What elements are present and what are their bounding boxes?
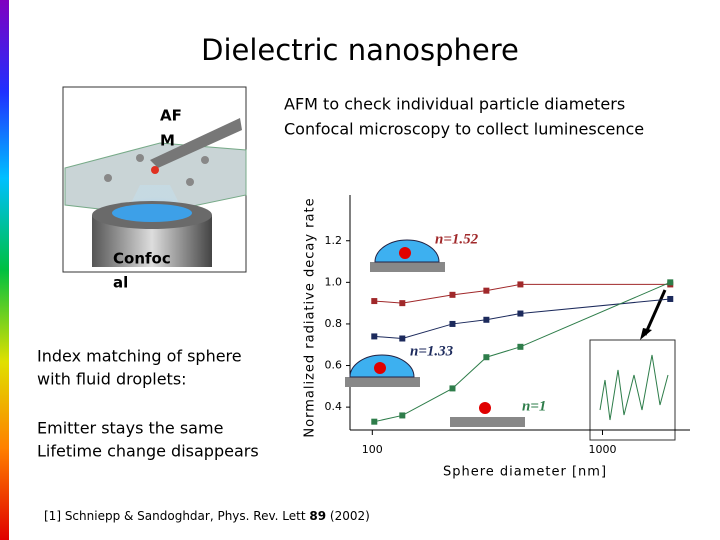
- series-line: [374, 283, 671, 304]
- emitter-icon: [399, 247, 411, 259]
- note: Emitter stays the same: [37, 419, 223, 438]
- data-point: [483, 316, 490, 323]
- bullet: Confocal microscopy to collect luminesce…: [284, 120, 644, 139]
- substrate-icon: [345, 377, 420, 387]
- figure-label: al: [113, 274, 128, 292]
- data-point: [449, 291, 456, 298]
- data-point: [667, 295, 674, 302]
- figure-label: AF: [160, 107, 182, 125]
- data-point: [371, 418, 378, 425]
- emitter-icon: [479, 402, 491, 414]
- series-label: n=1: [522, 398, 546, 414]
- data-point: [449, 385, 456, 392]
- substrate-icon: [370, 262, 445, 272]
- x-tick-label: 100: [362, 443, 383, 456]
- reference-text: [1] Schniepp & Sandoghdar, Phys. Rev. Le…: [44, 509, 306, 523]
- series-label: n=1.33: [410, 343, 454, 359]
- chart: 0.4 0.6 0.8 1.0 1.2 100 1000 Sphere diameter [n…: [303, 195, 690, 480]
- data-point: [483, 354, 490, 361]
- y-tick-label: 0.8: [325, 317, 343, 330]
- figure-label: M: [160, 132, 175, 150]
- data-point: [399, 412, 406, 419]
- reference: [1] Schniepp & Sandoghdar, Phys. Rev. Le…: [44, 509, 370, 523]
- data-point: [483, 287, 490, 294]
- x-tick-label: 1000: [588, 443, 616, 456]
- reference-year: (2002): [330, 509, 370, 523]
- reference-volume: 89: [309, 509, 326, 523]
- rainbow-bar: [0, 0, 9, 540]
- bullet: AFM to check individual particle diamete…: [284, 95, 625, 114]
- data-point: [517, 310, 524, 317]
- data-point: [371, 333, 378, 340]
- data-point: [517, 343, 524, 350]
- y-axis-label: Normalized radiative decay rate: [303, 197, 318, 437]
- data-point: [399, 300, 406, 307]
- x-axis-label: Sphere diameter [nm]: [443, 465, 607, 480]
- setup-illustration: [62, 86, 247, 273]
- series-line: [374, 281, 671, 423]
- emitter-icon: [374, 362, 386, 374]
- data-point: [399, 335, 406, 342]
- data-point: [517, 281, 524, 288]
- data-point: [371, 298, 378, 305]
- data-point: [449, 320, 456, 327]
- y-tick-label: 1.0: [325, 275, 343, 288]
- y-tick-label: 0.6: [325, 359, 343, 372]
- y-tick-label: 1.2: [325, 234, 343, 247]
- substrate-icon: [450, 417, 525, 427]
- note: with fluid droplets:: [37, 370, 187, 389]
- note: Index matching of sphere: [37, 347, 242, 366]
- slide-title: Dielectric nanosphere: [201, 33, 519, 67]
- series-line: [374, 298, 671, 340]
- data-point: [667, 279, 674, 286]
- y-tick-label: 0.4: [325, 400, 343, 413]
- series-label: n=1.52: [435, 231, 479, 247]
- inset: [589, 289, 676, 441]
- note: Lifetime change disappears: [37, 442, 259, 461]
- figure-label: Confoc: [113, 250, 171, 268]
